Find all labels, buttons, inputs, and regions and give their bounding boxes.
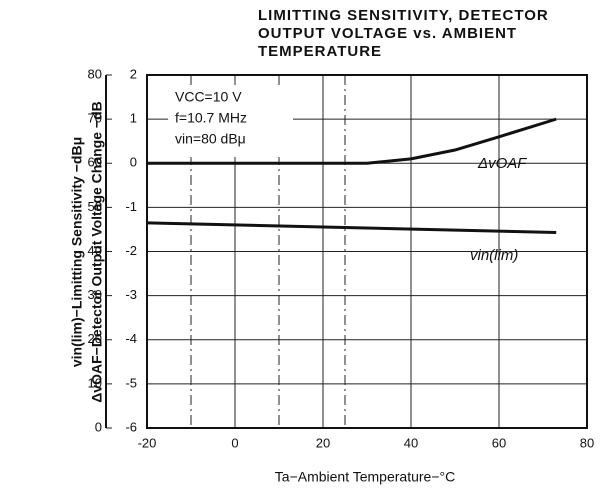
y-tick-label: 70 — [88, 111, 102, 126]
series-label: ΔvOAF — [477, 155, 527, 172]
y-tick-label: 0 — [95, 419, 102, 434]
x-tick-label: 60 — [492, 435, 506, 450]
y-tick-label: 30 — [88, 287, 102, 302]
y2-tick-label: 1 — [130, 111, 137, 126]
y2-tick-label: -5 — [125, 375, 137, 390]
chart-title: TEMPERATURE — [258, 43, 382, 60]
x-tick-label: 0 — [231, 435, 238, 450]
annotation: vin=80 dBμ — [175, 131, 246, 147]
y2-tick-label: -2 — [125, 243, 137, 258]
series-line — [146, 221, 557, 235]
annotation: f=10.7 MHz — [175, 110, 247, 126]
y2-tick-label: -3 — [125, 287, 137, 302]
y-tick-label: 40 — [88, 243, 102, 258]
x-tick-label: 20 — [316, 435, 330, 450]
y2-tick-label: 0 — [130, 155, 137, 170]
series-line — [147, 117, 557, 165]
x-tick-label: 80 — [580, 435, 594, 450]
y2-tick-label: -6 — [125, 419, 137, 434]
x-axis-label: Ta−Ambient Temperature−°C — [275, 469, 455, 485]
annotation: VCC=10 V — [175, 89, 242, 105]
y-tick-label: 20 — [88, 331, 102, 346]
x-tick-label: 40 — [404, 435, 418, 450]
y2-tick-label: 2 — [130, 66, 137, 81]
x-tick-label: -20 — [138, 435, 157, 450]
annotation-box — [168, 85, 293, 157]
y2-axis-label: ΔvOAF−Detector Output Voltage Change −dB — [89, 101, 105, 403]
chart-title: OUTPUT VOLTAGE vs. AMBIENT — [258, 25, 517, 42]
chart-title: LIMITTING SENSITIVITY, DETECTOR — [258, 7, 549, 24]
y-tick-label: 80 — [88, 66, 102, 81]
plot-frame — [146, 74, 588, 429]
y-tick-label: 50 — [88, 199, 102, 214]
series-label: vin(lim) — [470, 247, 518, 264]
y-axis-label: vin(lim)−Limitting Sensitivity −dBμ — [69, 137, 85, 367]
y-tick-label: 10 — [88, 375, 102, 390]
y2-tick-label: -4 — [125, 331, 137, 346]
y-tick-label: 60 — [88, 155, 102, 170]
y2-tick-label: -1 — [125, 199, 137, 214]
